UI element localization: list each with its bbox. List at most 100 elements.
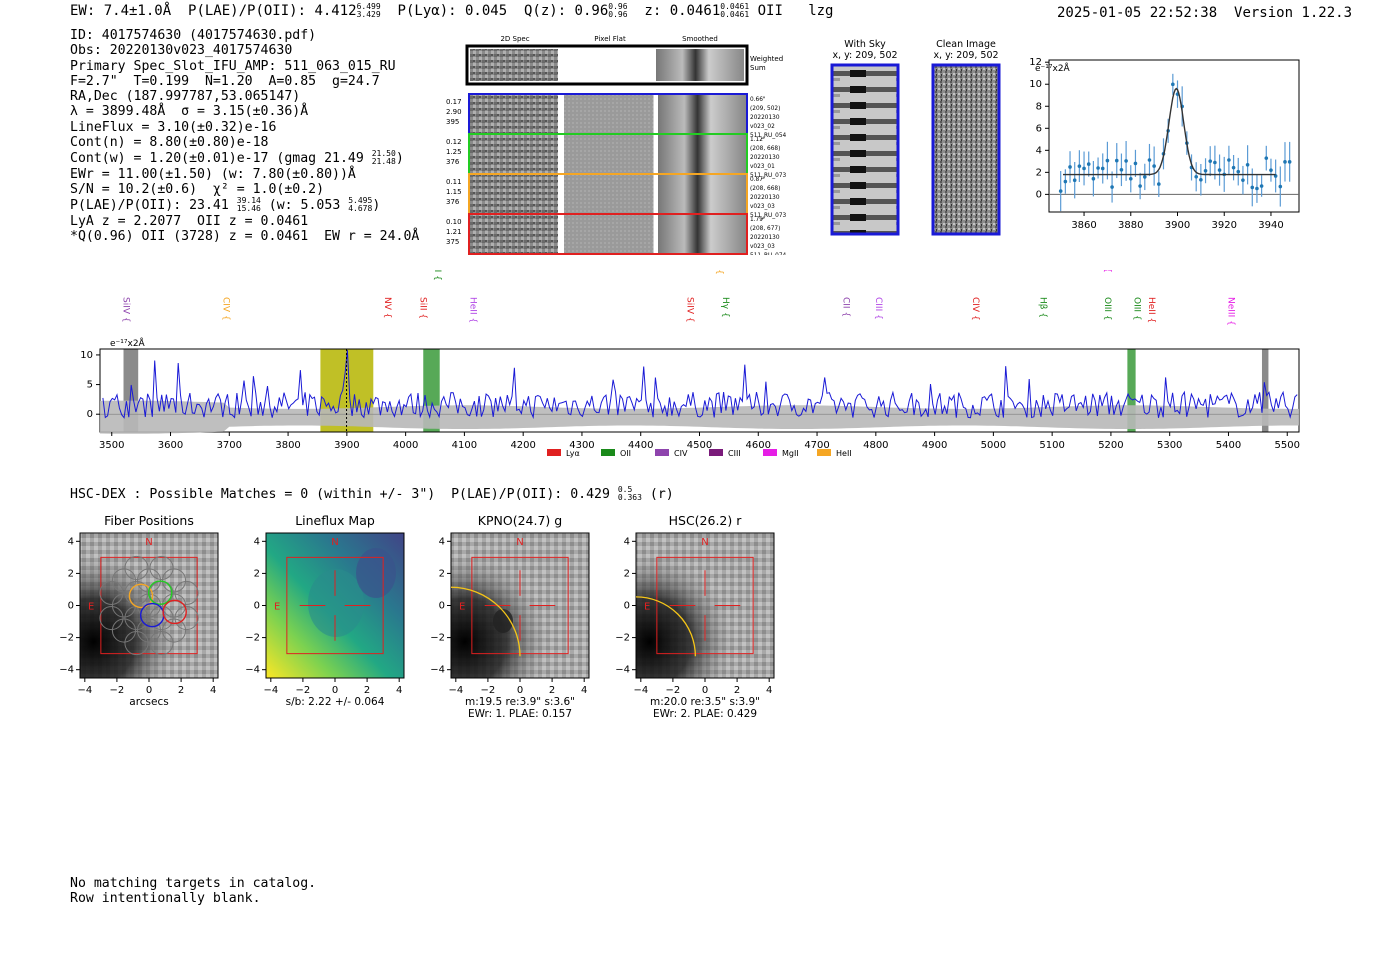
- zoom-ytick: 8: [1036, 101, 1042, 112]
- cutout-left-label: 376: [446, 198, 460, 206]
- north-label: N: [331, 537, 338, 548]
- cutout-right-label: 0.87": [750, 177, 766, 183]
- north-label: N: [516, 537, 523, 548]
- zoom-point: [1231, 165, 1236, 170]
- cutout-frame: [468, 213, 748, 255]
- spectrum-unit: e⁻¹⁷x2Å: [110, 337, 146, 349]
- cutout-right-label: 20220130: [750, 155, 780, 161]
- spectrum-line-marker: CIV {: [220, 297, 230, 321]
- zoom-point: [1287, 160, 1292, 164]
- with-sky-coords: x, y: 209, 502: [832, 50, 897, 61]
- weighted-label: Weighted: [750, 55, 783, 63]
- col-header-flat: Pixel Flat: [594, 35, 626, 43]
- spectrum-line-marker: SiIV {: [121, 297, 131, 323]
- panel-xtick: 2: [178, 685, 184, 696]
- zoom-point: [1086, 162, 1091, 166]
- spectrum-highlight-region: [1261, 349, 1269, 432]
- panel-ytick: −2: [615, 633, 630, 644]
- spectrum-highlight-region: [1127, 349, 1136, 432]
- panel-ytick: 2: [624, 568, 630, 579]
- zoom-point: [1283, 160, 1287, 164]
- spectrum-xtick: 5100: [1039, 440, 1064, 451]
- zoom-point: [1068, 165, 1072, 169]
- footer-line-2: Row intentionally blank.: [70, 891, 261, 906]
- spectrum-line-marker: SiIV {: [685, 297, 695, 323]
- cutout-left-label: 1.15: [446, 188, 462, 196]
- panel-title: Lineflux Map: [295, 513, 375, 528]
- cutout-right-label: (209, 502): [750, 106, 780, 112]
- zoom-point: [1058, 189, 1063, 193]
- spectrum-ytick: 0: [87, 409, 93, 420]
- panel-ytick: −2: [430, 633, 445, 644]
- legend-swatch: [763, 449, 777, 456]
- panel-ytick: 2: [254, 568, 260, 579]
- zoom-point: [1241, 178, 1245, 182]
- zoom-fit-line: [1063, 87, 1276, 176]
- panel-xtick: −2: [296, 685, 311, 696]
- zoom-point: [1199, 177, 1203, 182]
- panel-title: KPNO(24.7) g: [478, 513, 562, 528]
- cutout-left-label: 0.10: [446, 218, 462, 226]
- cutout-left-label: 376: [446, 158, 460, 166]
- image-panels: Fiber Positions N E −4 −2 0 2 4 4 2 0 −2 −4 arcsecs Li…: [59, 513, 775, 720]
- legend-label: OII: [620, 449, 631, 458]
- fiber-circle: [162, 599, 187, 625]
- spectrum-line-marker: OIII {: [1131, 297, 1141, 321]
- panel-ytick: −4: [430, 665, 445, 676]
- spectrum-xtick: 4300: [569, 440, 594, 451]
- zoom-point: [1133, 161, 1138, 166]
- cutout-right-label: 511_RU_073: [750, 173, 787, 179]
- zoom-xtick: 3940: [1258, 220, 1283, 231]
- spectrum-ytick: 10: [80, 350, 93, 361]
- panel-ytick: −2: [245, 633, 260, 644]
- panel-xtick: −2: [666, 685, 681, 696]
- cutout-left-label: 1.21: [446, 228, 462, 236]
- clean-image: [931, 63, 1001, 236]
- info-plae: P(LAE)/P(OII): 23.41 39.14 15.46 (w: 5.05…: [70, 196, 381, 214]
- cutout-left-label: 0.12: [446, 138, 462, 146]
- east-label: E: [459, 602, 465, 613]
- zoom-xtick: 3920: [1212, 220, 1237, 231]
- zoom-point: [1217, 168, 1222, 172]
- panel-xtick: −4: [77, 685, 92, 696]
- panel-ytick: 4: [624, 536, 630, 547]
- panel-xtick: 0: [332, 685, 338, 696]
- galaxy-aperture-ellipse: [635, 596, 697, 657]
- panel-caption: s/b: 2.22 +/- 0.064: [286, 696, 385, 708]
- cutout-right-label: v023_01: [750, 164, 775, 170]
- cutout-left-label: 1.25: [446, 148, 462, 156]
- zoom-point: [1152, 164, 1156, 168]
- panel-xtick: 4: [396, 685, 402, 696]
- spectrum-xtick: 4100: [452, 440, 477, 451]
- zoom-point: [1278, 184, 1283, 189]
- spectrum-xtick: 4700: [804, 440, 829, 451]
- zoom-point: [1245, 163, 1250, 167]
- zoom-point: [1142, 175, 1147, 179]
- zoom-point: [1082, 166, 1086, 171]
- panel-ytick: 2: [68, 568, 74, 579]
- zoom-point: [1264, 156, 1269, 160]
- info-obs: Obs: 20220130v023_4017574630: [70, 43, 293, 59]
- line-fit-plot: e⁻¹⁷x2Å 3860 3880 3900 3920 3940 0 2 4 6 8 10 12: [1029, 57, 1300, 231]
- weighted-sum-frame: [465, 44, 749, 86]
- panel-caption: arcsecs: [129, 696, 168, 708]
- aperture-box: [100, 556, 198, 655]
- north-label: N: [701, 537, 708, 548]
- cutout-right-label: 20220130: [750, 195, 780, 201]
- zoom-point: [1227, 158, 1231, 162]
- info-lineflux: LineFlux = 3.10(±0.32)e-16: [70, 119, 277, 135]
- panel-xtick: −2: [110, 685, 125, 696]
- spectrum-line-marker: OII {: [1102, 270, 1112, 273]
- panel-xtick: 4: [581, 685, 587, 696]
- spectrum-line-marker: Hβ {: [1037, 297, 1047, 318]
- zoom-point: [1096, 166, 1100, 170]
- panel-ytick: −4: [245, 665, 260, 676]
- panel-caption: EWr: 1. PLAE: 0.157: [468, 708, 572, 720]
- spectrum-line-marker: HeII {: [467, 297, 477, 323]
- spectrum-xtick: 4500: [687, 440, 712, 451]
- cutout-right-label: v023_03: [750, 204, 775, 210]
- panel-ytick: −4: [615, 665, 630, 676]
- footer-line-1: No matching targets in catalog.: [70, 876, 317, 891]
